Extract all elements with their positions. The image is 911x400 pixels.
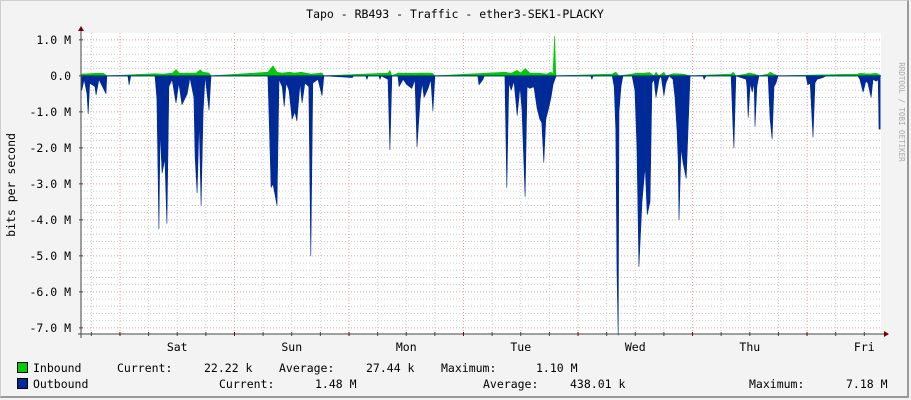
inbound-label: Inbound (33, 361, 82, 375)
outbound-average-label: Average: (483, 377, 539, 391)
y-tick-label: -2.0 M (29, 141, 71, 155)
x-tick-label: Wed (625, 340, 646, 354)
axes: 1.0 M 0.0 -1.0 M -2.0 M -3.0 M -4.0 M -5.0 M -6… (29, 26, 889, 354)
y-tick-label: -7.0 M (29, 321, 71, 335)
inbound-average-label: Average: (279, 361, 335, 375)
inbound-area (81, 35, 881, 77)
x-tick-label: Fri (854, 340, 875, 354)
x-tick-label: Thu (739, 340, 760, 354)
grid (81, 33, 881, 334)
y-axis-arrow-icon (78, 26, 84, 31)
x-tick-label: Tue (510, 340, 531, 354)
x-tick-label: Mon (396, 340, 417, 354)
inbound-average-value: 27.44 k (366, 361, 415, 375)
y-tick-label: 0.0 (50, 69, 71, 83)
y-tick-label: -3.0 M (29, 177, 71, 191)
outbound-average-value: 438.01 k (570, 377, 626, 391)
y-tick-label: 1.0 M (36, 33, 71, 47)
rrdtool-watermark: RRDTOOL / TOBI OETIKER (897, 62, 906, 162)
series-layer (81, 35, 881, 336)
inbound-maximum-label: Maximum: (441, 361, 497, 375)
y-tick-label: -1.0 M (29, 105, 71, 119)
outbound-area (81, 75, 881, 336)
y-axis-label: bits per second (4, 133, 18, 237)
inbound-current-label: Current: (117, 361, 173, 375)
y-tick-label: -4.0 M (29, 213, 71, 227)
outbound-maximum-value: 7.18 M (846, 377, 888, 391)
y-tick-label: -6.0 M (29, 285, 71, 299)
x-axis-arrow-icon (884, 331, 889, 337)
y-tick-label: -5.0 M (29, 249, 71, 263)
outbound-current-value: 1.48 M (315, 377, 357, 391)
x-tick-label: Sat (167, 340, 188, 354)
chart-title: Tapo - RB493 - Traffic - ether3-SEK1-PLA… (306, 7, 604, 21)
x-tick-label: Sun (281, 340, 302, 354)
outbound-label: Outbound (33, 377, 89, 391)
outbound-swatch (17, 378, 28, 389)
outbound-current-label: Current: (219, 377, 275, 391)
outbound-maximum-label: Maximum: (749, 377, 805, 391)
inbound-maximum-value: 1.10 M (536, 361, 578, 375)
inbound-swatch (17, 362, 28, 373)
inbound-current-value: 22.22 k (204, 361, 253, 375)
